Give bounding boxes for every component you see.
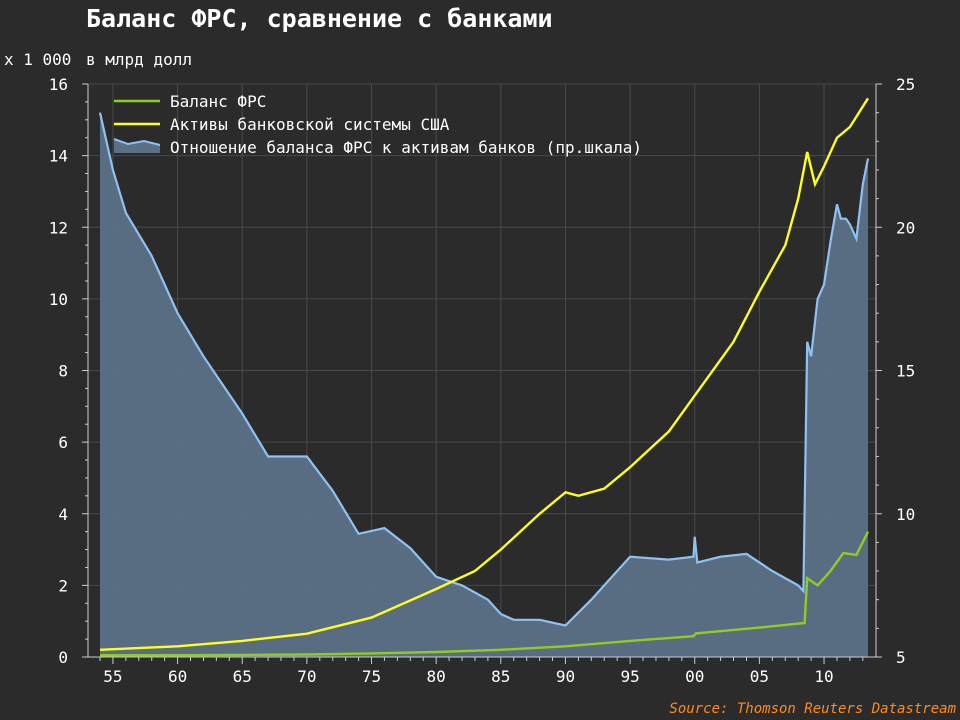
y-right-tick-label: 15 (896, 362, 915, 381)
x-tick-label: 55 (103, 667, 122, 686)
legend: Баланс ФРС Активы банковской системы США О… (113, 92, 642, 157)
y-right-tick-label: 10 (896, 505, 915, 524)
x-tick-label: 65 (233, 667, 252, 686)
y-left-tick-label: 0 (58, 648, 68, 667)
x-tick-label: 80 (427, 667, 446, 686)
legend-swatch-ratio-line (113, 138, 161, 146)
y-right-tick-label: 5 (896, 648, 906, 667)
x-tick-label: 10 (814, 667, 833, 686)
ratio-area (100, 112, 868, 658)
left-axis-multiplier: x 1 000 (4, 50, 72, 69)
legend-label: Баланс ФРС (170, 92, 266, 111)
y-left-tick-label: 8 (58, 362, 68, 381)
ratio-line (98, 112, 870, 627)
y-left-tick-label: 14 (49, 147, 68, 166)
y-left-tick-label: 6 (58, 433, 68, 452)
x-tick-label: 90 (556, 667, 575, 686)
x-tick-label: 75 (362, 667, 381, 686)
y-left-tick-label: 2 (58, 576, 68, 595)
chart-title: Баланс ФРС, сравнение с банками (86, 4, 553, 33)
x-tick-label: 85 (491, 667, 510, 686)
x-tick-label: 00 (685, 667, 704, 686)
series-layer (98, 97, 870, 658)
y-right-tick-label: 25 (896, 75, 915, 94)
y-left-tick-label: 12 (49, 218, 68, 237)
x-tick-label: 70 (297, 667, 316, 686)
y-left-tick-label: 16 (49, 75, 68, 94)
legend-label: Отношение баланса ФРС к активам банков (… (170, 138, 642, 157)
x-tick-label: 95 (620, 667, 639, 686)
banks-assets-line (99, 97, 870, 651)
y-right-tick-label: 20 (896, 218, 915, 237)
y-left-tick-label: 4 (58, 505, 68, 524)
source-note: Source: Thomson Reuters Datastream (669, 701, 956, 717)
x-tick-label: 60 (168, 667, 187, 686)
fed-balance-line (100, 531, 870, 657)
axes: 55 60 65 70 75 80 85 90 95 00 05 10 0 2 4 6 8 10 12 14 16 5 10… (49, 75, 916, 686)
y-left-tick-label: 10 (49, 290, 68, 309)
left-axis-unit: в млрд долл (86, 50, 192, 69)
legend-label: Активы банковской системы США (170, 115, 450, 134)
x-tick-label: 05 (750, 667, 769, 686)
